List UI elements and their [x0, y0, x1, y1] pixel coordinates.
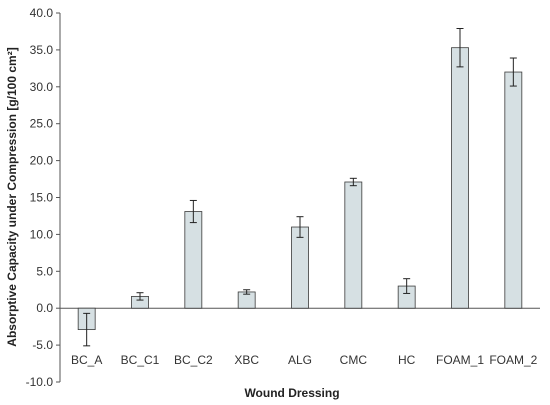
- y-tick-label: 40.0: [30, 6, 54, 20]
- error-bar-bc-c1: [136, 292, 144, 301]
- error-bar-cmc: [349, 177, 357, 187]
- y-tick-label: -10.0: [26, 375, 54, 389]
- error-bar-alg: [296, 216, 304, 238]
- error-bar-foam-2: [509, 57, 517, 87]
- y-tick-label: -5.0: [32, 338, 53, 352]
- x-tick-label: HC: [398, 353, 416, 367]
- bar-foam-1: [451, 47, 469, 309]
- x-tick-label: BC_C1: [121, 353, 160, 367]
- x-tick-label: BC_A: [71, 353, 102, 367]
- bar-bc-c2: [184, 211, 203, 309]
- error-bar-hc: [403, 278, 411, 294]
- bars-group: [77, 27, 523, 347]
- x-axis-tick-labels: BC_A BC_C1 BC_C2 XBC ALG CMC HC FOAM_1 FOAM_2: [71, 353, 538, 367]
- x-tick-label: FOAM_2: [489, 353, 537, 367]
- x-tick-label: BC_C2: [174, 353, 213, 367]
- y-axis-title: Absorptive Capacity under Compression [g…: [5, 47, 19, 346]
- bar-alg: [291, 226, 309, 309]
- error-bar-bc-a: [83, 312, 91, 347]
- y-axis-ticks: 40.0 35.0 30.0 25.0 20.0 15.0 10.0 5.0 0.0 -5.0 -1…: [26, 6, 60, 389]
- y-tick-label: 5.0: [36, 264, 53, 278]
- x-tick-label: FOAM_1: [436, 353, 484, 367]
- y-tick-label: 35.0: [30, 43, 54, 57]
- y-tick-label: 25.0: [30, 117, 54, 131]
- y-tick-label: 30.0: [30, 80, 54, 94]
- y-tick-label: 0.0: [36, 301, 53, 315]
- error-bar-foam-1: [456, 27, 464, 68]
- x-axis-title: Wound Dressing: [244, 386, 339, 400]
- x-tick-label: XBC: [234, 353, 259, 367]
- bar-foam-2: [504, 71, 523, 309]
- y-tick-label: 10.0: [30, 227, 54, 241]
- bar-cmc: [344, 181, 363, 309]
- error-bar-bc-c2: [189, 199, 197, 224]
- y-tick-label: 15.0: [30, 191, 54, 205]
- x-tick-label: CMC: [340, 353, 368, 367]
- x-tick-label: ALG: [288, 353, 312, 367]
- y-tick-label: 20.0: [30, 154, 54, 168]
- error-bar-xbc: [243, 289, 251, 295]
